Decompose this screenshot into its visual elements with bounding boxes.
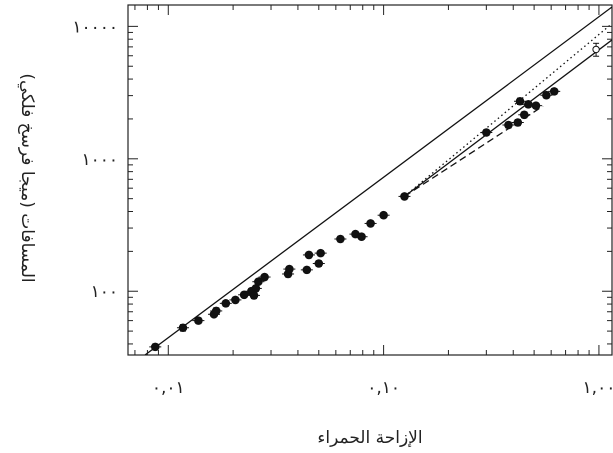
point-marker [211,306,221,316]
point-marker [542,90,551,100]
plot-frame [127,4,613,356]
data-point [192,316,205,325]
point-marker [260,272,269,282]
point-marker [249,291,259,300]
data-point [258,272,271,282]
fit-lines [144,6,612,355]
data-point [334,234,347,244]
data-point [149,342,162,352]
data-point [398,192,411,201]
point-marker [285,264,294,274]
point-marker [379,210,388,220]
point-marker [519,110,529,120]
tick-labels: ٠,٠١ ٠,١٠ ١,٠٠ ١٠٠ ١٠٠٠ ١٠٠٠٠ [72,17,613,398]
point-marker [482,128,491,137]
x-axis-title: الإزاحة الحمراء [317,428,422,448]
y-axis-title: المسافات (ميجا فرسخ فلكي) [17,73,37,282]
point-marker [357,232,366,242]
data-point [238,290,251,300]
x-tick-label: ٠,٠١ [152,378,185,398]
data-point [514,96,527,106]
point-marker [366,219,375,228]
data-point [355,232,368,242]
data-point [529,101,542,110]
data-point [229,295,242,305]
point-marker [592,45,600,54]
data-point [364,219,377,228]
point-marker [504,120,513,130]
data-point [312,259,325,268]
x-tick-label: ١,٠٠ [583,378,613,398]
data-point [522,99,535,109]
data-point [300,265,313,275]
point-marker [231,295,240,305]
data-point [176,323,189,333]
point-marker [178,323,188,333]
point-marker [513,118,523,127]
data-points [149,42,600,352]
data-point [219,299,232,308]
y-tick-label: ١٠٠٠ [81,150,118,170]
fit-line-solid [404,39,612,197]
fit-line-solid [144,6,612,355]
point-marker [221,299,231,308]
data-point [480,128,493,137]
axis-ticks [128,5,612,355]
point-marker [531,101,541,110]
y-tick-label: ١٠٠٠٠ [72,17,118,37]
point-marker [302,265,312,275]
data-point [518,110,531,120]
data-point [548,87,561,96]
y-tick-label: ١٠٠ [91,282,118,302]
fit-line-dotted [404,23,612,197]
data-point [314,248,327,258]
point-marker [304,250,314,260]
data-point [502,120,515,130]
data-point [540,90,553,100]
data-point [252,277,265,287]
x-tick-label: ٠,١٠ [367,378,400,398]
point-marker [515,96,525,106]
point-marker [254,277,263,287]
point-marker [336,234,345,244]
data-point [302,250,315,260]
point-marker [239,290,249,300]
data-point [283,264,296,274]
point-marker [314,259,324,268]
point-marker [316,248,325,258]
data-point [377,210,390,220]
point-marker [400,192,409,201]
point-marker [150,342,160,352]
point-marker [549,87,559,96]
data-point [511,118,524,127]
data-point-open [592,42,600,57]
fit-line-dashed [404,105,544,197]
data-point [210,306,223,316]
point-marker [524,99,533,109]
point-marker [194,316,203,325]
